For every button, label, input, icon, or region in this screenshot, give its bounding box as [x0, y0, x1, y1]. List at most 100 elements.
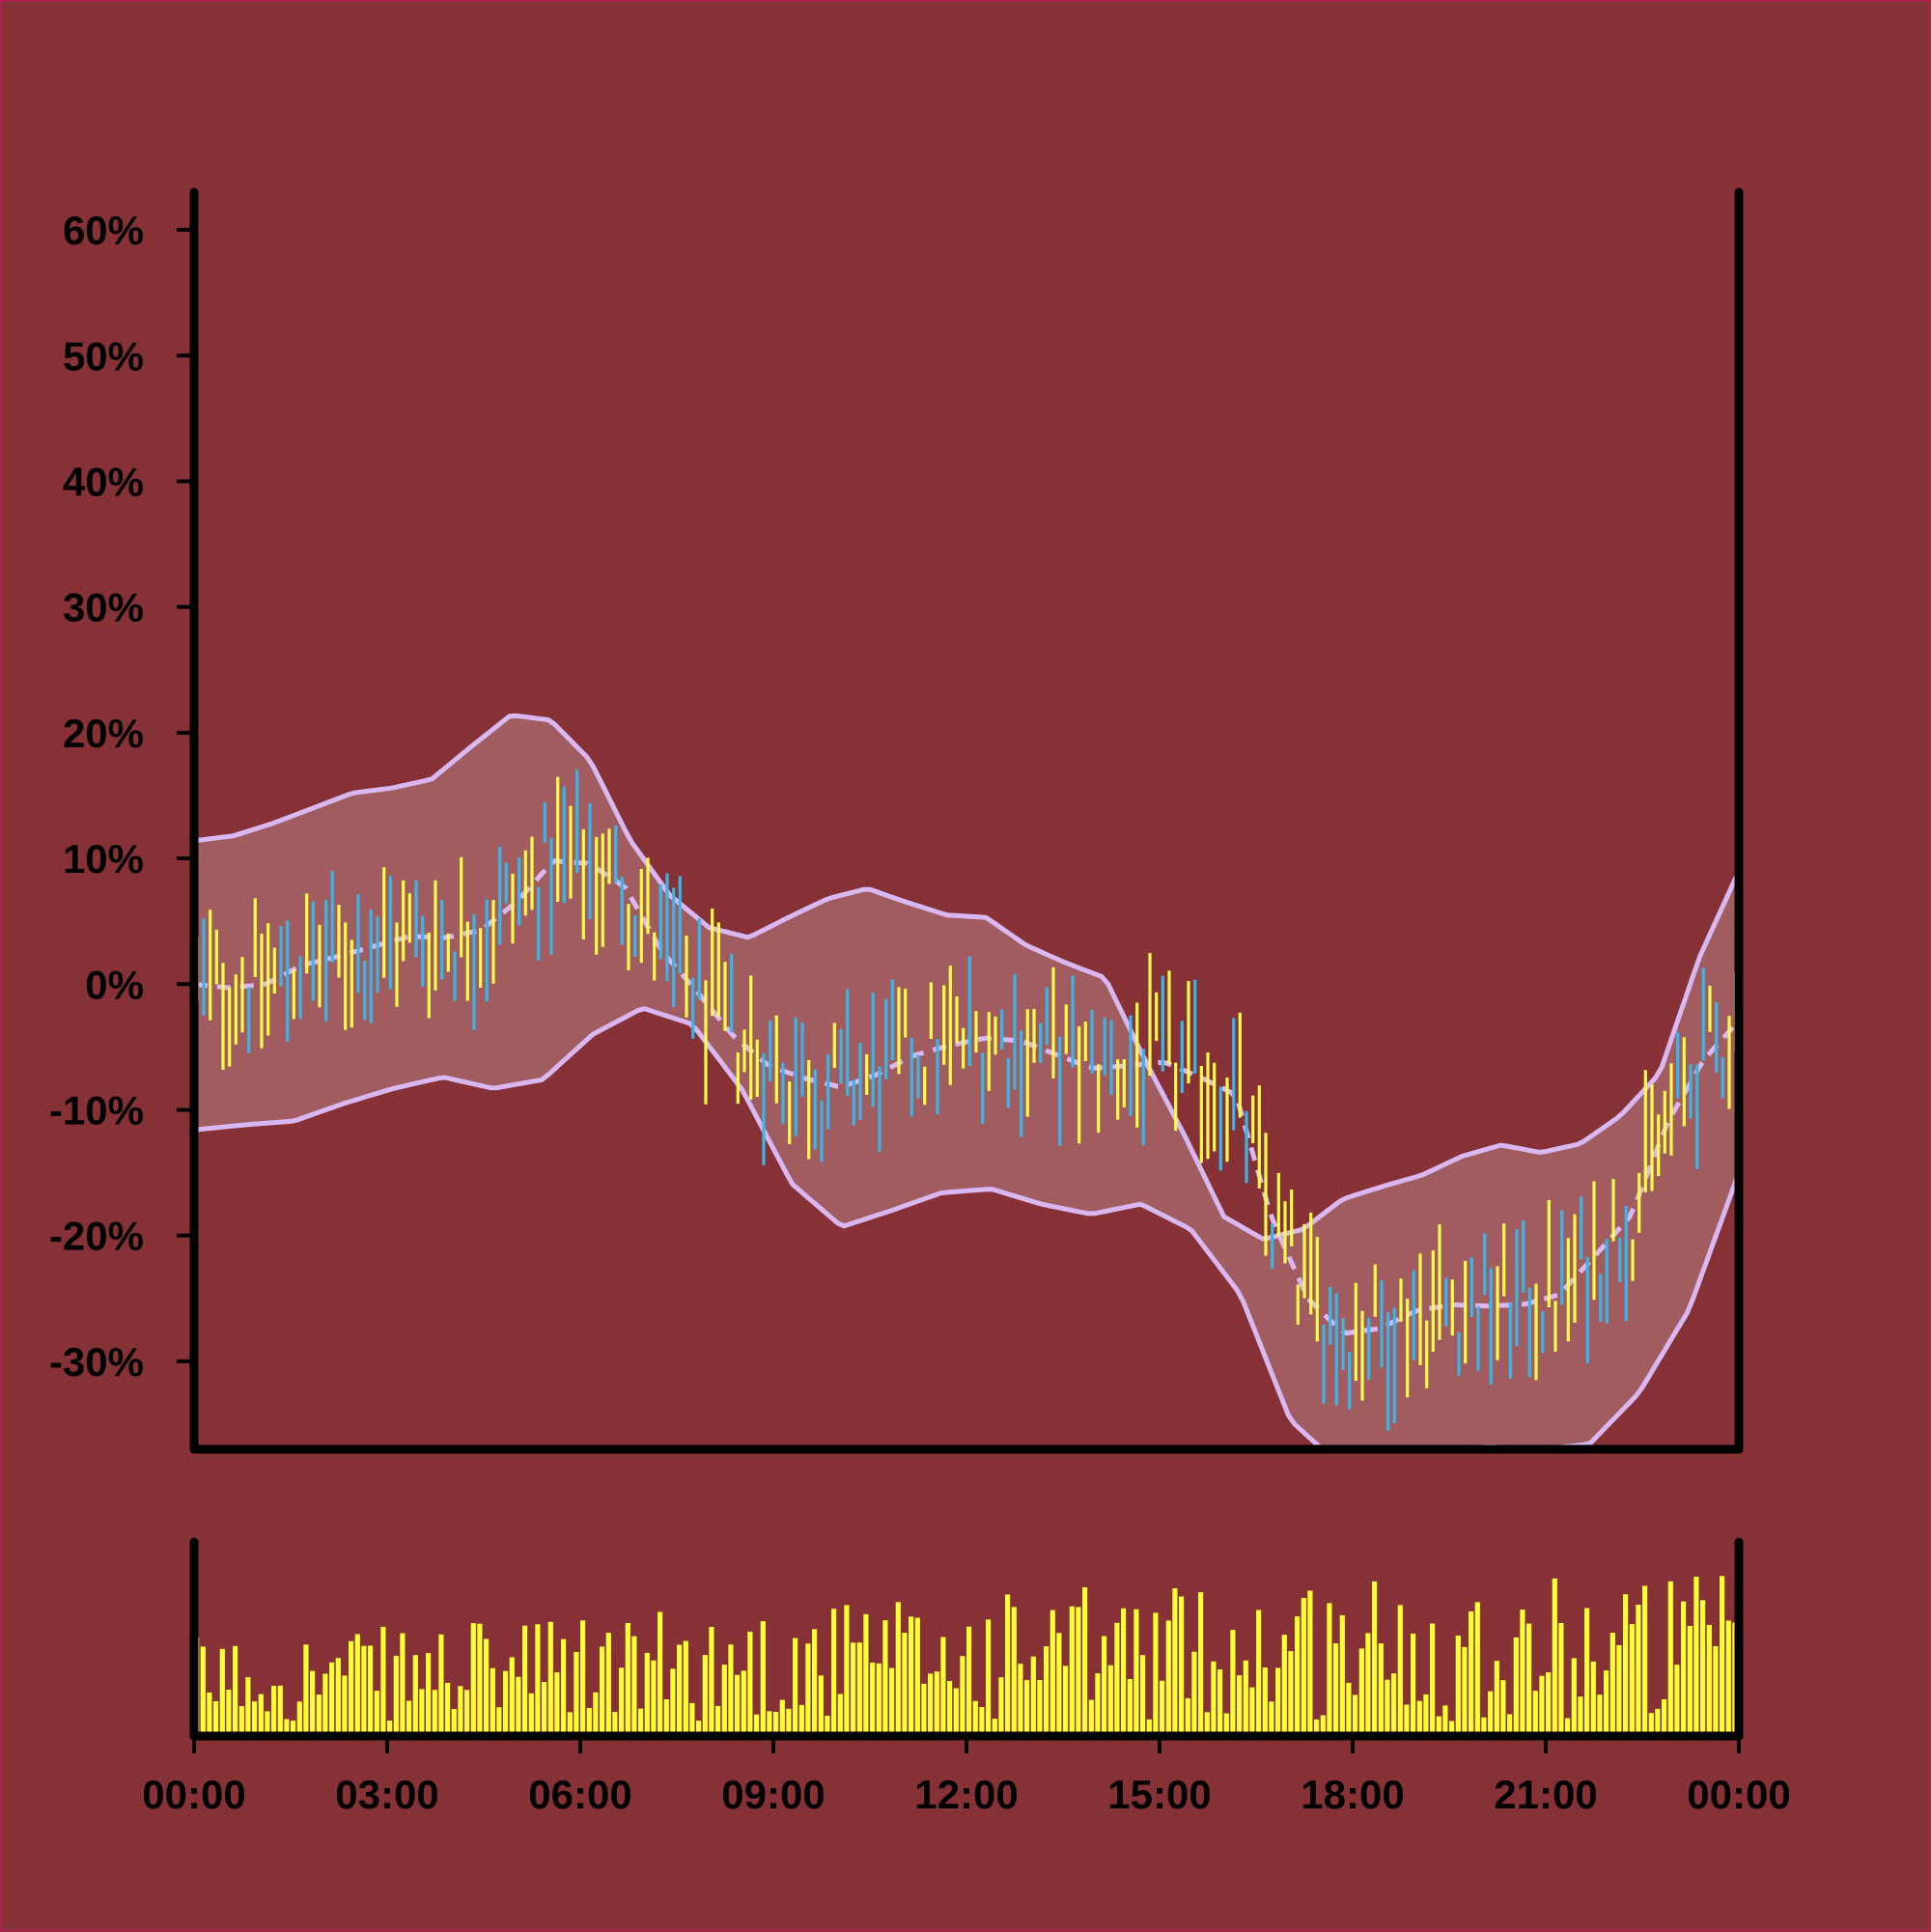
volume-bar	[1700, 1600, 1706, 1734]
volume-bar	[1642, 1585, 1648, 1734]
volume-bar	[316, 1694, 322, 1734]
band-fill	[196, 715, 1737, 1447]
volume-bar	[902, 1633, 908, 1734]
volume-bar	[1488, 1691, 1494, 1734]
volume-bar	[1044, 1646, 1049, 1734]
volume-bar	[561, 1638, 567, 1734]
volume-bar	[1082, 1587, 1088, 1734]
volume-bar	[1018, 1664, 1023, 1734]
volume-bar	[721, 1665, 727, 1734]
volume-bar	[677, 1644, 683, 1734]
volume-bar	[496, 1707, 502, 1734]
volume-bar	[1249, 1687, 1255, 1734]
volume-bar	[296, 1701, 302, 1734]
volume-bar	[683, 1640, 688, 1734]
volume-bar	[574, 1651, 579, 1734]
volume-bar	[349, 1640, 354, 1734]
volume-bar	[856, 1642, 862, 1734]
volume-bar	[1430, 1623, 1436, 1734]
volume-bar	[895, 1602, 901, 1734]
volume-bar	[631, 1636, 637, 1734]
volume-bar	[1127, 1679, 1133, 1734]
volume-bar	[882, 1620, 888, 1734]
volume-bar	[516, 1676, 521, 1734]
volume-bar	[870, 1663, 876, 1734]
y-axis-ticks: 60% 50% 40% 30% 20% 10% 0% -10% -20% -30%	[49, 208, 194, 1385]
volume-bar	[934, 1671, 939, 1734]
volume-bar	[1262, 1667, 1268, 1734]
x-tick-label: 03:00	[335, 1772, 438, 1817]
volume-bar	[1301, 1598, 1306, 1734]
y-tick-label: -20%	[49, 1214, 144, 1259]
volume-bar	[547, 1621, 553, 1734]
volume-bar	[1191, 1651, 1197, 1734]
volume-bar	[1063, 1666, 1069, 1734]
volume-bar	[1333, 1643, 1339, 1734]
volume-bar	[226, 1690, 232, 1734]
volume-bar	[1314, 1719, 1320, 1734]
volume-bar	[605, 1633, 611, 1734]
volume-bar	[670, 1668, 676, 1734]
volume-bar	[1584, 1608, 1590, 1734]
volume-bar	[1172, 1588, 1178, 1734]
volume-bar	[1706, 1624, 1712, 1734]
volume-bar	[291, 1721, 296, 1734]
volume-bar	[567, 1712, 573, 1734]
volume-series	[196, 1576, 1737, 1734]
volume-bar	[779, 1699, 785, 1734]
volume-bar	[426, 1653, 432, 1734]
volume-bar	[509, 1657, 515, 1734]
volume-bar	[1674, 1665, 1680, 1734]
volume-bar	[1532, 1691, 1538, 1734]
volume-bar	[831, 1609, 837, 1734]
volume-bar	[1378, 1643, 1384, 1734]
volume-bar	[1636, 1605, 1641, 1734]
volume-bar	[393, 1655, 399, 1734]
volume-bar	[1160, 1680, 1165, 1734]
volume-bar	[728, 1644, 734, 1734]
volume-bar	[747, 1631, 753, 1734]
volume-bar	[760, 1621, 766, 1734]
volume-bar	[644, 1652, 650, 1734]
volume-bar	[252, 1701, 258, 1734]
volume-bar	[238, 1706, 244, 1734]
volume-bar	[773, 1712, 779, 1734]
x-tick-label: 18:00	[1301, 1772, 1404, 1817]
volume-bar	[1507, 1714, 1513, 1734]
volume-bar	[1165, 1620, 1171, 1734]
volume-bar	[914, 1617, 920, 1734]
volume-bar	[696, 1721, 702, 1734]
volume-bar	[1494, 1661, 1499, 1734]
y-tick-label: 30%	[63, 585, 144, 630]
volume-bar	[354, 1634, 360, 1734]
volume-bar	[1469, 1610, 1474, 1734]
volume-bar	[1578, 1696, 1583, 1734]
volume-bar	[1185, 1697, 1190, 1734]
volume-bar	[258, 1694, 264, 1734]
volume-bar	[1114, 1622, 1120, 1734]
volume-bar	[741, 1670, 746, 1734]
volume-bar	[986, 1619, 992, 1734]
volume-bar	[1662, 1699, 1667, 1734]
volume-bar	[1217, 1669, 1223, 1734]
volume-bar	[335, 1658, 341, 1734]
y-tick-label: -30%	[49, 1339, 144, 1385]
volume-bar	[1520, 1610, 1525, 1734]
volume-bar	[1372, 1581, 1378, 1734]
volume-bar	[1500, 1680, 1506, 1734]
volume-bar	[1198, 1592, 1204, 1734]
volume-bar	[503, 1670, 509, 1734]
volume-bar	[1629, 1624, 1635, 1734]
volume-bar	[1385, 1679, 1390, 1734]
volume-bar	[1346, 1682, 1352, 1734]
volume-bar	[844, 1605, 850, 1734]
volume-bar	[554, 1672, 560, 1734]
volume-bar	[1281, 1635, 1287, 1734]
volume-bar	[612, 1712, 618, 1734]
volume-bar	[1295, 1616, 1301, 1734]
volume-bar	[658, 1611, 663, 1734]
volume-bar	[1275, 1667, 1281, 1734]
x-tick-label: 00:00	[142, 1772, 245, 1817]
volume-bar	[1539, 1675, 1545, 1734]
volume-bar	[1481, 1717, 1487, 1734]
